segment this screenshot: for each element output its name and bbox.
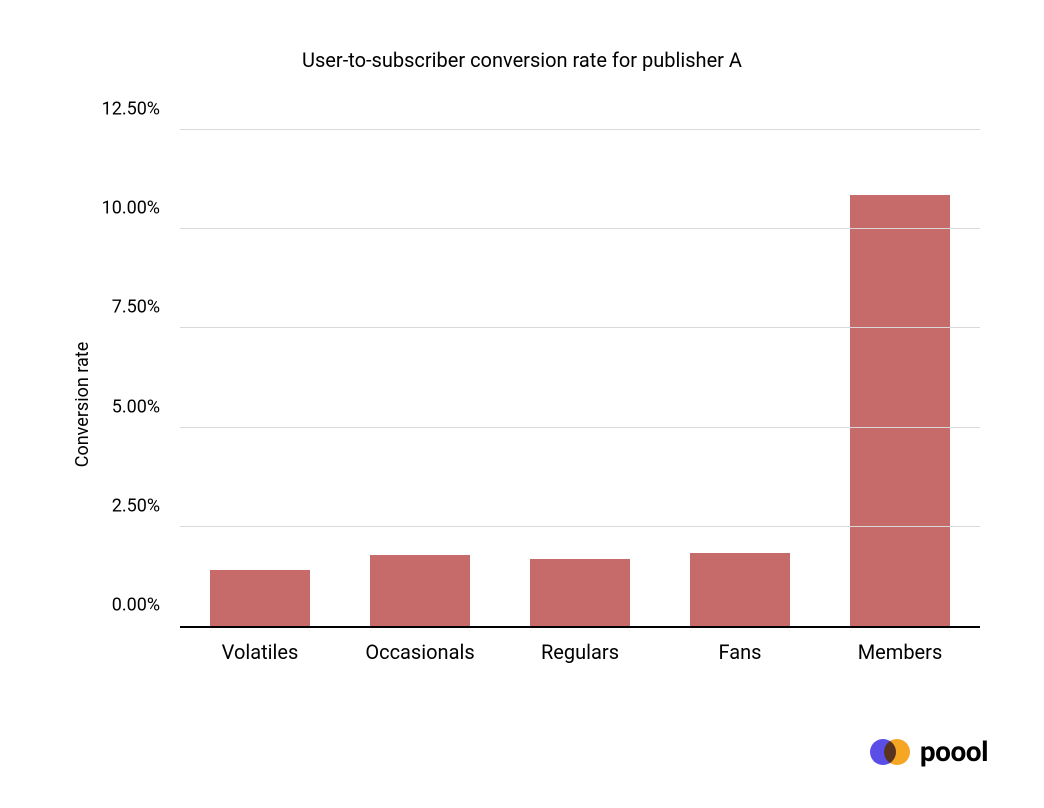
- x-tick-label: Members: [820, 640, 980, 664]
- bar: [530, 559, 629, 626]
- bar-slot: [820, 132, 980, 626]
- bar: [370, 555, 469, 626]
- y-tick-label: 5.00%: [112, 396, 180, 417]
- logo-text: poool: [920, 735, 988, 768]
- bar-slot: [660, 132, 820, 626]
- bar-slot: [180, 132, 340, 626]
- bars-container: [180, 132, 980, 626]
- y-tick-label: 0.00%: [112, 595, 180, 616]
- bar: [850, 195, 949, 626]
- y-tick-label: 7.50%: [112, 297, 180, 318]
- bar: [210, 570, 309, 626]
- plot-area: 0.00%2.50%5.00%7.50%10.00%12.50%: [180, 132, 980, 628]
- x-tick-label: Occasionals: [340, 640, 500, 664]
- bar-slot: [340, 132, 500, 626]
- chart-title: User-to-subscriber conversion rate for p…: [0, 48, 1044, 72]
- gridline: [180, 228, 980, 229]
- x-tick-label: Regulars: [500, 640, 660, 664]
- y-tick-label: 10.00%: [102, 198, 180, 219]
- logo-dot-right-icon: [884, 739, 910, 765]
- y-axis-label: Conversion rate: [72, 341, 93, 466]
- x-tick-label: Fans: [660, 640, 820, 664]
- x-tick-label: Volatiles: [180, 640, 340, 664]
- gridline: [180, 327, 980, 328]
- bar: [690, 553, 789, 626]
- brand-logo: poool: [870, 735, 988, 768]
- chart-canvas: User-to-subscriber conversion rate for p…: [0, 0, 1044, 808]
- y-tick-label: 12.50%: [102, 99, 180, 120]
- x-axis-labels: VolatilesOccasionalsRegularsFansMembers: [180, 640, 980, 664]
- gridline: [180, 427, 980, 428]
- logo-mark-icon: [870, 738, 910, 766]
- gridline: [180, 526, 980, 527]
- gridline: [180, 129, 980, 130]
- y-tick-label: 2.50%: [112, 495, 180, 516]
- bar-slot: [500, 132, 660, 626]
